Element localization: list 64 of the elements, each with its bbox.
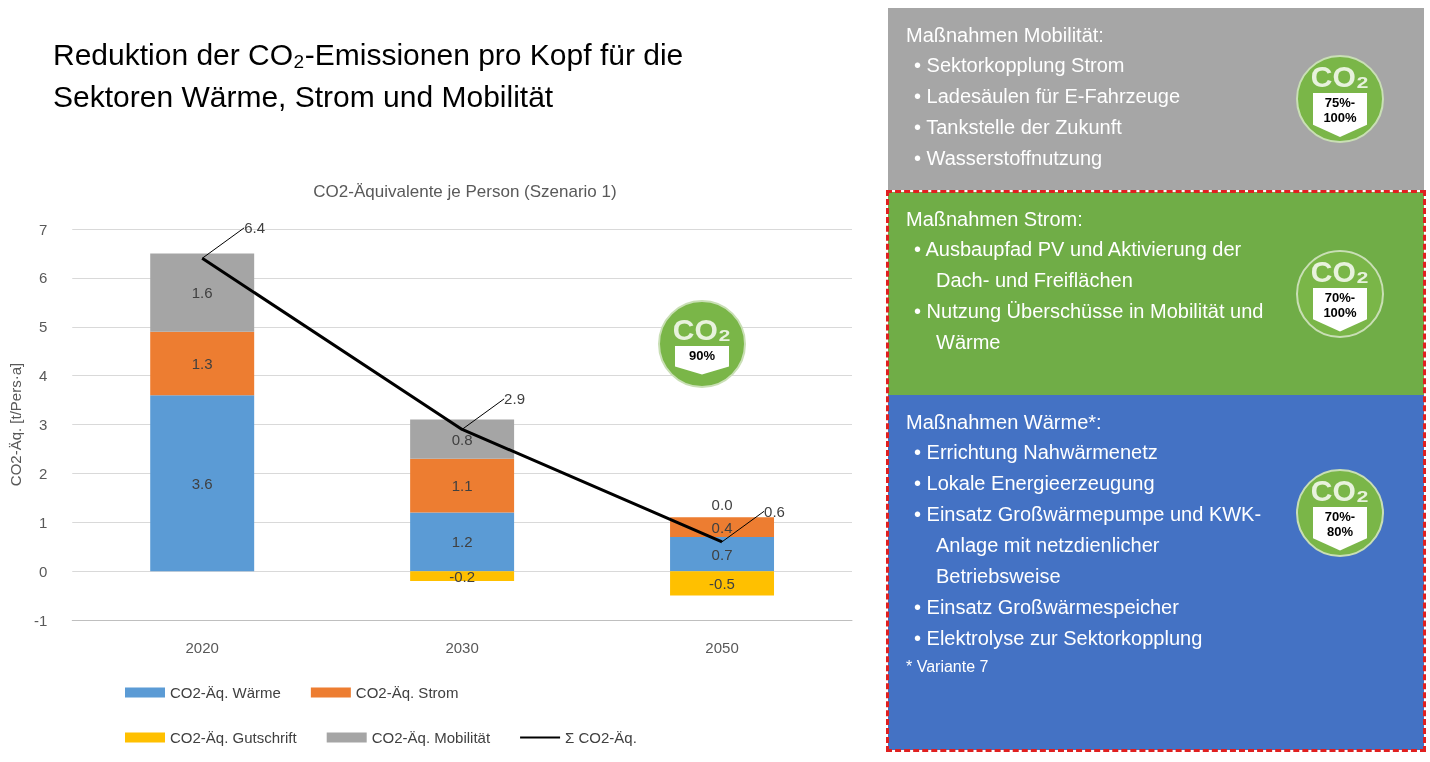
annotation: CO₂ bbox=[672, 312, 732, 346]
text: Maßnahmen Mobilität: bbox=[906, 23, 1105, 48]
data-label: 0.8 bbox=[451, 430, 473, 448]
text: • Sektorkopplung Strom bbox=[913, 53, 1126, 78]
text: Maßnahmen Wärme*: bbox=[906, 410, 1103, 435]
text: • Wasserstoffnutzung bbox=[913, 146, 1104, 171]
data-label: 2.9 bbox=[504, 390, 525, 408]
text: • Elektrolyse zur Sektorkopplung bbox=[913, 626, 1204, 651]
y-tick-label: 1 bbox=[38, 513, 48, 531]
text: • Ladesäulen für E-Fahrzeuge bbox=[913, 84, 1182, 109]
x-tick-label: 2050 bbox=[705, 639, 739, 656]
data-label: 0.0 bbox=[711, 496, 733, 514]
bar bbox=[410, 419, 515, 459]
co2-arrow-badge-icon: CO₂ 90% bbox=[658, 300, 746, 388]
text: • Lokale Energieerzeugung bbox=[913, 471, 1156, 496]
y-tick-label: 5 bbox=[38, 318, 48, 336]
y-axis-title: CO2-Äq. [t/Pers·a] bbox=[7, 362, 24, 487]
data-label: 6.4 bbox=[244, 219, 266, 237]
bar bbox=[670, 536, 775, 572]
chart-title: Reduktion der CO₂-Emissionen pro Kopf für die Sektoren Wärme, Strom und Mobilität bbox=[53, 37, 692, 113]
y-tick-label: 2 bbox=[38, 464, 48, 482]
y-tick-label: 3 bbox=[38, 416, 48, 433]
y-tick-label: 7 bbox=[38, 220, 48, 238]
chart-subtitle: CO2-Äquivalente je Person (Szenario 1) bbox=[313, 182, 617, 201]
bar bbox=[150, 395, 255, 572]
bar bbox=[150, 331, 255, 396]
x-tick-label: 2030 bbox=[445, 639, 479, 656]
bar bbox=[410, 571, 515, 581]
data-label: 0.4 bbox=[711, 518, 733, 536]
text: • Nutzung Überschüsse in Mobilität und Wärme bbox=[913, 299, 1265, 355]
legend-label: CO2-Äq. Gutschrift bbox=[170, 729, 298, 746]
y-tick-label: 6 bbox=[38, 269, 48, 287]
co2-arrow-badge-icon: CO₂ 70%-80% bbox=[1296, 468, 1384, 557]
data-label: 0.6 bbox=[764, 502, 785, 520]
data-label: -0.2 bbox=[449, 567, 476, 585]
bar bbox=[670, 571, 775, 596]
text: * Variante 7 bbox=[906, 657, 990, 677]
legend-label: CO2-Äq. Strom bbox=[355, 684, 459, 701]
x-tick-label: 2020 bbox=[185, 639, 219, 656]
data-label: 1.2 bbox=[451, 533, 473, 551]
legend-label: Σ CO2-Äq. bbox=[565, 729, 637, 746]
text: • Errichtung Nahwärmenetz bbox=[913, 440, 1159, 465]
bar bbox=[150, 253, 255, 332]
co2-arrow-badge-icon: CO₂ 70%-100% bbox=[1296, 249, 1384, 338]
data-label: -0.5 bbox=[709, 574, 735, 592]
y-tick-label: 4 bbox=[38, 367, 48, 385]
text: • Tankstelle der Zukunft bbox=[913, 115, 1123, 140]
bar bbox=[410, 512, 515, 572]
text: • Ausbaupfad PV und Aktivierung der Dach- und Freiflächen bbox=[913, 237, 1243, 293]
text: Maßnahmen Strom: bbox=[906, 207, 1084, 232]
annotation: 90% bbox=[675, 345, 729, 375]
text: • Einsatz Großwärmespeicher bbox=[913, 595, 1180, 620]
data-label: 1.3 bbox=[191, 354, 213, 372]
legend-label: CO2-Äq. Mobilität bbox=[371, 729, 491, 746]
bar bbox=[410, 458, 515, 513]
data-label: 3.6 bbox=[191, 474, 213, 492]
co2-arrow-badge-icon: CO₂ 75%-100% bbox=[1296, 55, 1384, 143]
legend-label: CO2-Äq. Wärme bbox=[170, 684, 281, 701]
data-label: 1.1 bbox=[451, 477, 473, 495]
text: • Einsatz Großwärmepumpe und KWK-Anlage mit netzdienlicher Betriebsweise bbox=[913, 502, 1263, 589]
y-tick-label: 0 bbox=[38, 562, 48, 580]
y-tick-label: -1 bbox=[33, 611, 48, 629]
data-label: 1.6 bbox=[191, 284, 213, 302]
data-label: 0.7 bbox=[711, 545, 733, 563]
